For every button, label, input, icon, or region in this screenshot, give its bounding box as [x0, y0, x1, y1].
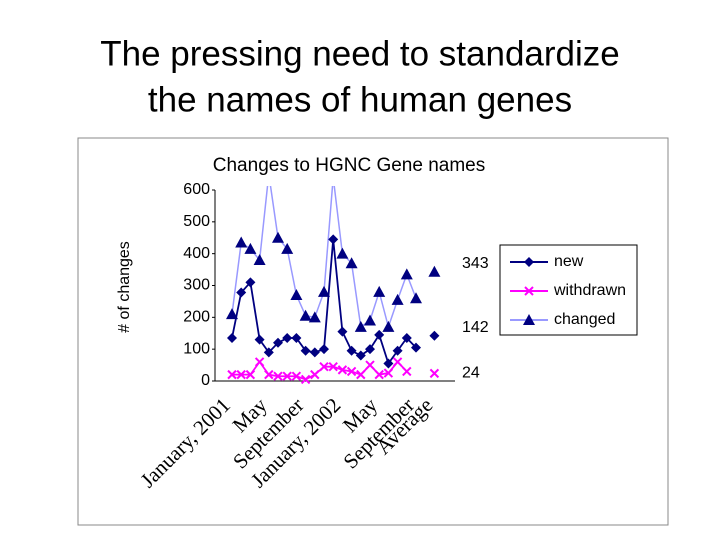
point: [291, 333, 302, 344]
point: [328, 361, 338, 372]
point: [272, 231, 284, 243]
y-tick-label: 600: [183, 181, 210, 198]
point: [291, 371, 302, 381]
legend-marker: [524, 257, 534, 267]
point: [355, 350, 366, 361]
legend-label: changed: [554, 311, 615, 328]
y-tick-label: 0: [201, 372, 210, 389]
point: [364, 314, 376, 326]
point: [402, 366, 412, 377]
point: [310, 369, 320, 380]
point: [282, 333, 293, 344]
y-tick-label: 200: [183, 309, 210, 326]
point: [319, 361, 329, 372]
average-label: 24: [462, 365, 480, 382]
point: [410, 292, 422, 304]
point: [236, 287, 247, 298]
point: [365, 360, 375, 370]
point: [337, 326, 348, 337]
point: [290, 289, 303, 301]
point: [400, 268, 413, 280]
point: [264, 369, 274, 380]
point: [374, 369, 384, 380]
point: [253, 254, 266, 266]
legend-label: new: [554, 253, 584, 270]
point: [383, 368, 394, 378]
point: [300, 374, 311, 385]
average-point: [428, 265, 441, 277]
average-label: 343: [462, 255, 489, 272]
y-tick-label: 500: [183, 213, 210, 230]
point: [300, 345, 311, 356]
plot: [226, 186, 441, 385]
legend-marker: [524, 286, 534, 296]
legend-label: withdrawn: [553, 282, 626, 299]
point: [374, 329, 385, 340]
y-tick-label: 300: [183, 277, 210, 294]
point: [273, 371, 283, 381]
point: [373, 285, 386, 297]
point: [273, 337, 283, 348]
point: [318, 285, 330, 297]
point: [227, 369, 237, 380]
point: [244, 242, 257, 254]
point: [309, 347, 320, 358]
point: [245, 277, 256, 288]
point: [319, 344, 329, 355]
point: [328, 234, 339, 245]
point: [227, 333, 237, 344]
point: [365, 344, 375, 355]
point: [411, 342, 421, 353]
point: [226, 308, 238, 320]
y-tick-label: 400: [183, 245, 210, 262]
y-axis-label: # of changes: [116, 241, 133, 333]
point: [345, 257, 358, 269]
point: [235, 236, 248, 248]
point: [263, 347, 274, 358]
point: [401, 333, 412, 344]
point: [346, 366, 357, 377]
point: [245, 369, 256, 380]
average-point: [429, 368, 440, 379]
legend-marker: [523, 314, 535, 325]
point: [391, 293, 404, 305]
slide-title-line: The pressing need to standardize: [100, 34, 620, 73]
point: [308, 311, 321, 323]
point: [356, 369, 366, 380]
point: [299, 309, 312, 321]
point: [254, 334, 265, 345]
point: [337, 365, 348, 375]
point: [336, 247, 349, 259]
point: [383, 358, 394, 369]
point: [382, 320, 395, 332]
average-label: 142: [462, 319, 489, 336]
average-point: [429, 330, 440, 341]
chart-title: Changes to HGNC Gene names: [213, 155, 485, 176]
point: [236, 369, 246, 380]
point: [354, 320, 367, 332]
point: [392, 357, 403, 367]
slide-title-line: the names of human genes: [148, 80, 572, 119]
y-tick-label: 100: [183, 340, 210, 357]
point: [281, 242, 294, 254]
point: [392, 345, 403, 356]
point: [254, 357, 265, 367]
point: [346, 345, 357, 356]
point: [282, 371, 292, 381]
